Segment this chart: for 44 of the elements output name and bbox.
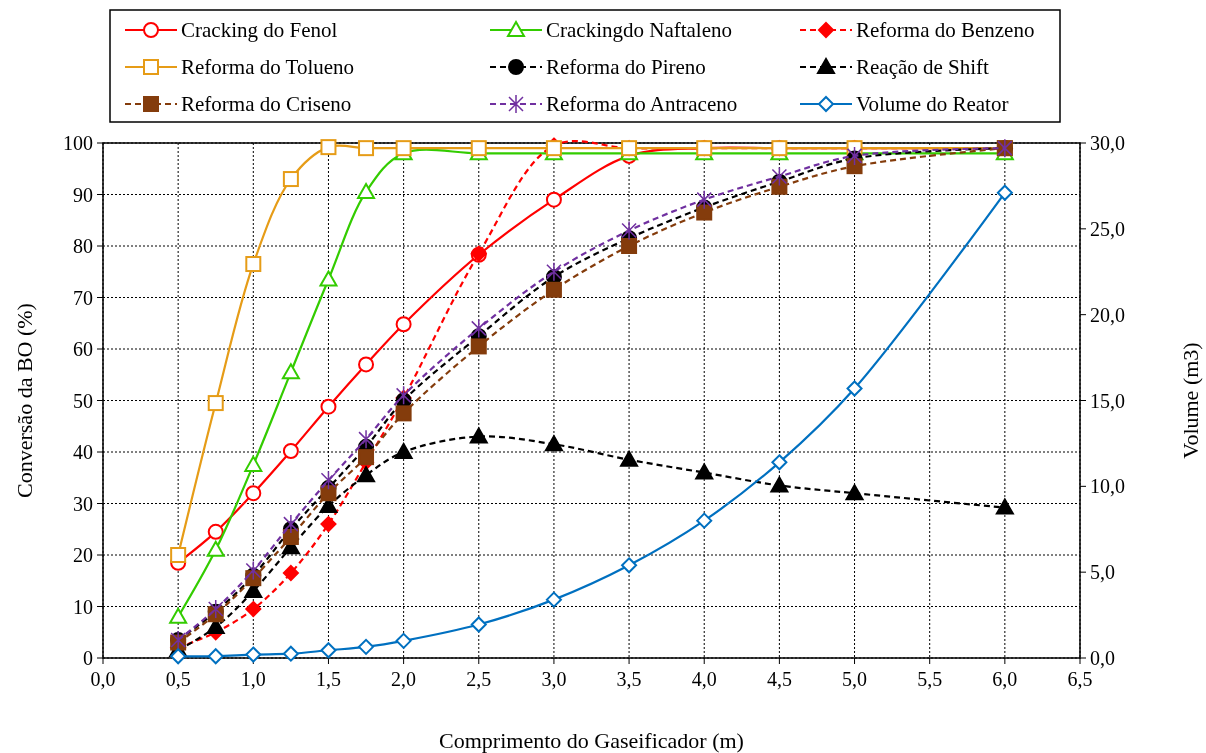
x-tick-label: 5,0 bbox=[842, 668, 868, 690]
x-tick-label: 1,5 bbox=[315, 668, 341, 690]
y-tick-label: 0 bbox=[83, 647, 93, 669]
legend-label: Volume do Reator bbox=[856, 92, 1009, 116]
y-tick-label: 30 bbox=[73, 492, 93, 515]
y2-tick-label: 25,0 bbox=[1090, 217, 1125, 240]
x-tick-label: 0,0 bbox=[90, 668, 116, 690]
y-tick-label: 20 bbox=[73, 544, 93, 566]
legend-label: Reforma do Pireno bbox=[546, 55, 706, 79]
x-tick-label: 3,0 bbox=[541, 668, 567, 690]
y2-axis-title: Volume (m3) bbox=[1178, 342, 1203, 459]
x-tick-label: 6,0 bbox=[992, 668, 1018, 690]
y-axis-title: Conversão da BO (%) bbox=[12, 303, 37, 498]
legend-label: Reforma do Benzeno bbox=[856, 18, 1035, 42]
y-tick-label: 50 bbox=[73, 389, 93, 412]
y2-tick-label: 15,0 bbox=[1090, 389, 1125, 412]
legend-label: Reforma do Criseno bbox=[181, 92, 352, 116]
y-tick-label: 70 bbox=[73, 286, 93, 309]
x-tick-label: 2,5 bbox=[466, 668, 492, 690]
x-axis-title: Comprimento do Gaseificador (m) bbox=[439, 728, 744, 753]
x-tick-label: 2,0 bbox=[391, 668, 417, 690]
y2-tick-label: 30,0 bbox=[1090, 132, 1125, 154]
x-tick-label: 4,0 bbox=[691, 668, 717, 690]
legend-label: Cracking do Fenol bbox=[181, 18, 338, 42]
y-tick-label: 40 bbox=[73, 441, 93, 463]
x-tick-label: 3,5 bbox=[616, 668, 642, 690]
legend-label: Reação de Shift bbox=[856, 55, 990, 79]
x-tick-label: 6,5 bbox=[1067, 668, 1093, 690]
y-tick-label: 10 bbox=[73, 595, 93, 618]
y-tick-label: 90 bbox=[73, 183, 93, 206]
y2-tick-label: 20,0 bbox=[1090, 303, 1125, 326]
x-tick-label: 5,5 bbox=[917, 668, 943, 690]
y2-tick-label: 5,0 bbox=[1090, 561, 1115, 584]
legend-label: Reforma do Antraceno bbox=[546, 92, 738, 116]
legend-label: Crackingdo Naftaleno bbox=[546, 18, 733, 42]
y2-tick-label: 0,0 bbox=[1090, 647, 1115, 669]
legend-label: Reforma do Tolueno bbox=[181, 55, 355, 79]
y-tick-label: 80 bbox=[73, 235, 93, 257]
y-tick-label: 100 bbox=[63, 132, 93, 154]
y-tick-label: 60 bbox=[73, 338, 93, 360]
y2-tick-label: 10,0 bbox=[1090, 475, 1125, 498]
x-tick-label: 4,5 bbox=[766, 668, 792, 690]
x-tick-label: 0,5 bbox=[165, 668, 191, 690]
x-tick-label: 1,0 bbox=[240, 668, 266, 690]
